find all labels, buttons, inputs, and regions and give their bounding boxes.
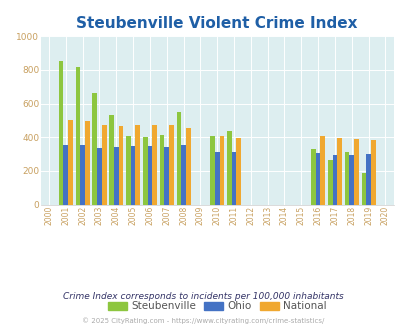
- Title: Steubenville Violent Crime Index: Steubenville Violent Crime Index: [76, 16, 357, 31]
- Bar: [135, 125, 140, 205]
- Bar: [236, 138, 241, 205]
- Bar: [365, 154, 370, 205]
- Bar: [210, 136, 214, 205]
- Bar: [214, 151, 219, 205]
- Bar: [327, 160, 332, 205]
- Bar: [360, 173, 365, 205]
- Bar: [231, 152, 236, 205]
- Bar: [219, 136, 224, 205]
- Bar: [169, 125, 173, 205]
- Bar: [97, 148, 102, 205]
- Bar: [370, 140, 375, 205]
- Bar: [114, 147, 118, 205]
- Text: Crime Index corresponds to incidents per 100,000 inhabitants: Crime Index corresponds to incidents per…: [62, 292, 343, 301]
- Bar: [349, 155, 353, 205]
- Bar: [68, 119, 73, 205]
- Bar: [320, 136, 324, 205]
- Legend: Steubenville, Ohio, National: Steubenville, Ohio, National: [104, 297, 330, 316]
- Bar: [75, 67, 80, 205]
- Bar: [143, 137, 147, 205]
- Bar: [126, 136, 130, 205]
- Bar: [109, 115, 114, 205]
- Text: © 2025 CityRating.com - https://www.cityrating.com/crime-statistics/: © 2025 CityRating.com - https://www.city…: [82, 318, 323, 324]
- Bar: [164, 148, 169, 205]
- Bar: [159, 135, 164, 205]
- Bar: [102, 125, 106, 205]
- Bar: [310, 149, 315, 205]
- Bar: [80, 145, 85, 205]
- Bar: [85, 121, 90, 205]
- Bar: [181, 145, 185, 205]
- Bar: [315, 153, 320, 205]
- Bar: [118, 126, 123, 205]
- Bar: [147, 146, 152, 205]
- Bar: [63, 145, 68, 205]
- Bar: [353, 139, 358, 205]
- Bar: [185, 128, 190, 205]
- Bar: [152, 125, 157, 205]
- Bar: [92, 93, 97, 205]
- Bar: [226, 131, 231, 205]
- Bar: [130, 146, 135, 205]
- Bar: [176, 112, 181, 205]
- Bar: [344, 152, 349, 205]
- Bar: [337, 138, 341, 205]
- Bar: [332, 155, 337, 205]
- Bar: [59, 61, 63, 205]
